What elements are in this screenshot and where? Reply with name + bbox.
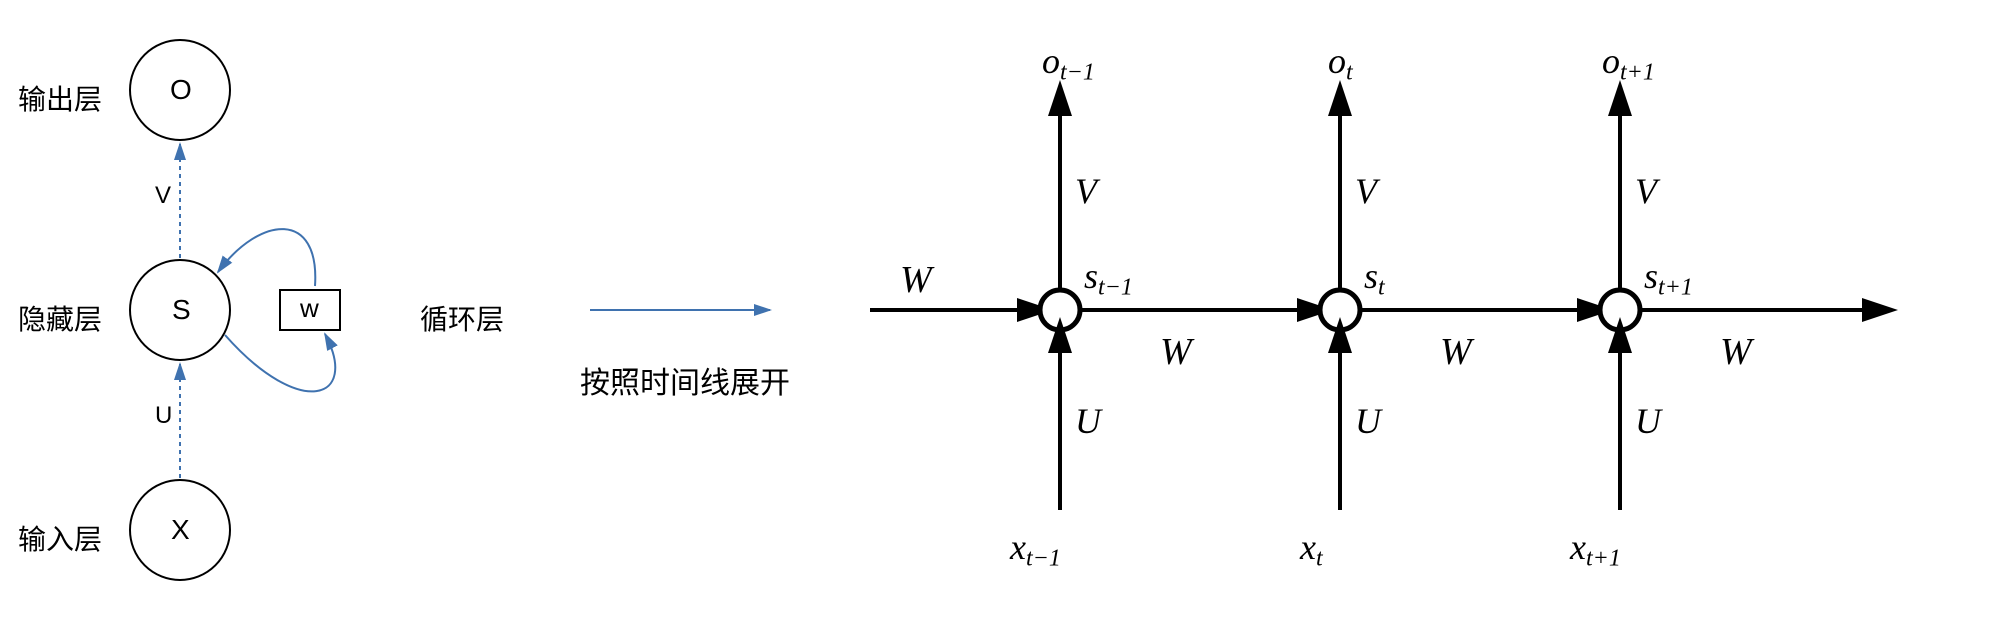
node-o-label: O: [170, 74, 192, 106]
label-hidden-layer: 隐藏层: [18, 298, 102, 338]
label-s-1: st−1: [1084, 255, 1133, 302]
label-input-layer: 输入层: [18, 518, 102, 558]
label-recurrent-layer: 循环层: [420, 298, 504, 338]
state-t+1: [1600, 290, 1640, 330]
label-s-2: st: [1364, 255, 1385, 302]
node-x-label: X: [171, 514, 190, 546]
label-W-0: W: [900, 258, 932, 302]
label-x-1: xt−1: [1010, 526, 1061, 573]
label-V-3: V: [1635, 170, 1657, 212]
label-o-1: ot−1: [1042, 40, 1095, 87]
label-V-2: V: [1355, 170, 1377, 212]
label-s-3: st+1: [1644, 255, 1693, 302]
label-output-layer: 输出层: [18, 78, 102, 118]
label-W-3: W: [1720, 330, 1752, 374]
label-o-3: ot+1: [1602, 40, 1655, 87]
label-W-2: W: [1440, 330, 1472, 374]
state-t-1: [1040, 290, 1080, 330]
label-o-2: ot: [1328, 40, 1353, 87]
label-W-1: W: [1160, 330, 1192, 374]
edge-loop-from-w: [218, 229, 315, 286]
label-U-2: U: [1355, 400, 1381, 442]
node-w-label: w: [300, 293, 319, 324]
label-U-1: U: [1075, 400, 1101, 442]
label-x-3: xt+1: [1570, 526, 1621, 573]
state-t: [1320, 290, 1360, 330]
center-caption: 按照时间线展开: [580, 358, 790, 402]
label-U-3: U: [1635, 400, 1661, 442]
edge-loop-to-w: [225, 334, 335, 391]
label-V-1: V: [1075, 170, 1097, 212]
edge-v-label: V: [155, 182, 171, 210]
node-s-label: S: [172, 294, 191, 326]
label-x-2: xt: [1300, 526, 1323, 573]
edge-u-label: U: [155, 402, 172, 430]
